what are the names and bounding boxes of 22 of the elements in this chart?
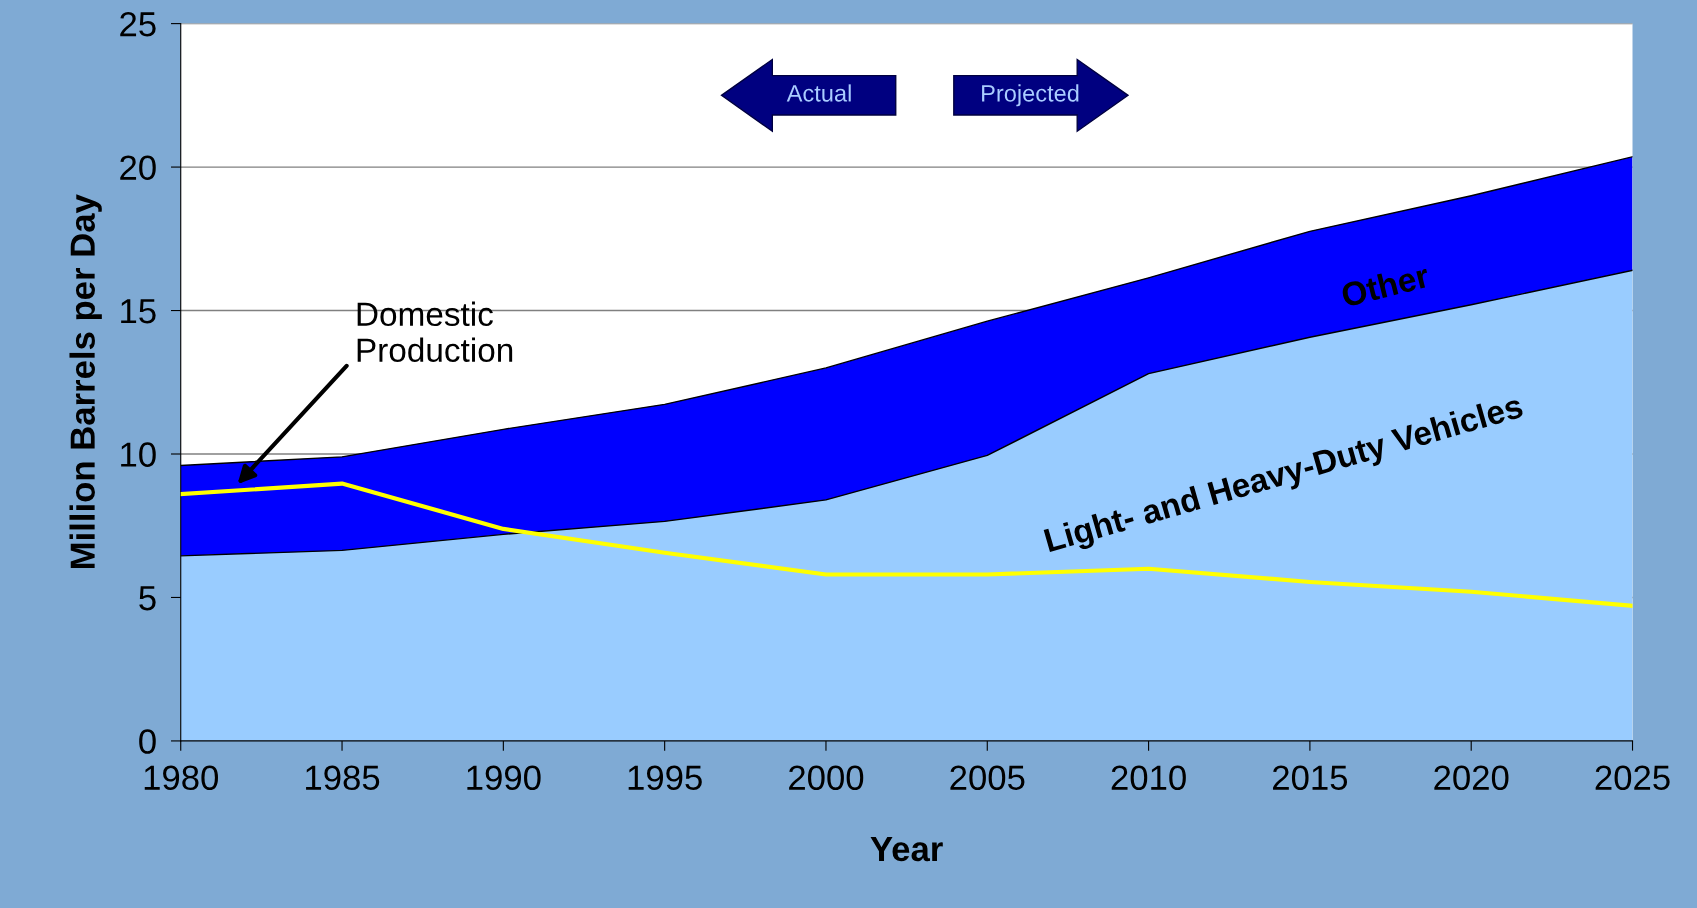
x-tick-label: 2015 (1273, 765, 1348, 791)
annotation: Projected (982, 84, 1079, 107)
x-tick-label: 1990 (467, 765, 541, 791)
x-tick-label: 2025 (1595, 765, 1670, 791)
x-tick-label: 2010 (1111, 765, 1186, 791)
text: Domestic Production (357, 301, 513, 363)
y-tick-label: 15 (121, 299, 156, 324)
x-tick-label: 2000 (789, 765, 864, 791)
y-tick-label: 25 (120, 11, 156, 37)
x-axis-title: Year (870, 837, 943, 862)
x-tick-label: 1980 (144, 765, 218, 791)
annotation: Actual (786, 84, 851, 102)
y-tick-label: 20 (120, 155, 156, 180)
x-tick-label: 1985 (306, 765, 380, 791)
x-tick-label: 2020 (1434, 765, 1509, 791)
y-axis-title: Million Barrels per Day (69, 194, 102, 569)
x-tick-label: 1995 (628, 765, 702, 791)
y-tick-label: 0 (139, 729, 156, 754)
x-tick-label: 2005 (950, 765, 1025, 791)
y-tick-label: 10 (121, 442, 156, 467)
y-tick-label: 5 (139, 586, 156, 611)
series-label: Other (1340, 262, 1431, 308)
